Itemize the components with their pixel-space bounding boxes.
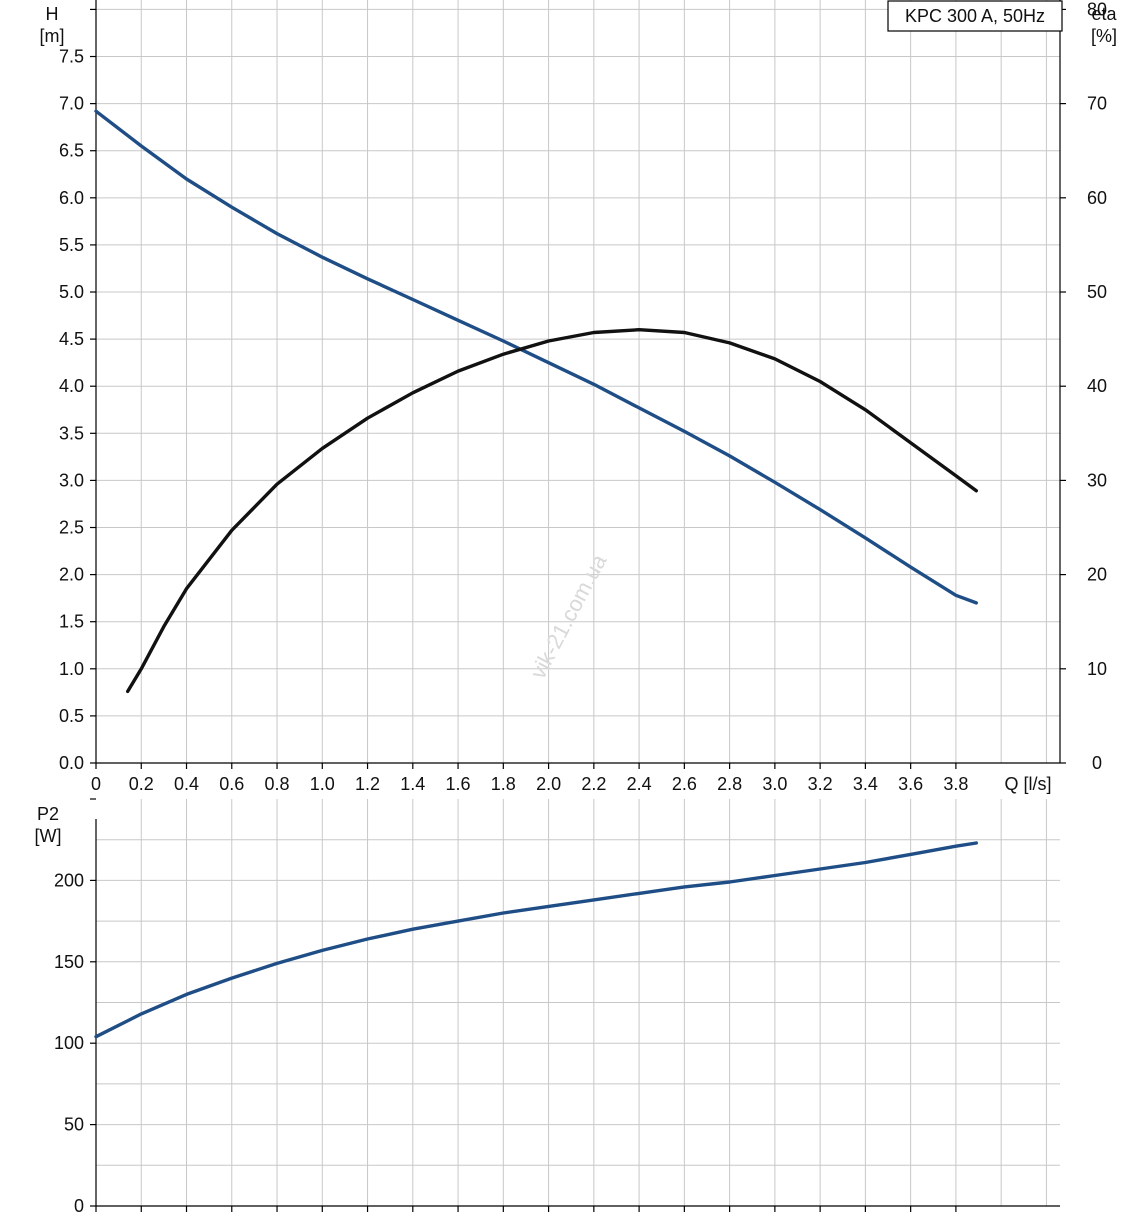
power-curve xyxy=(94,841,978,1039)
y-tick-label: 1.0 xyxy=(59,659,84,679)
x-tick-label: 3.2 xyxy=(808,774,833,794)
y-tick-label: 7.5 xyxy=(59,47,84,67)
y-tick-label: 100 xyxy=(54,1033,84,1053)
y-tick-label: 5.0 xyxy=(59,282,84,302)
y2-tick-label: 30 xyxy=(1087,470,1107,490)
watermark: vik-21.com.ua xyxy=(525,549,612,682)
x-tick-label: 0.6 xyxy=(219,774,244,794)
title-box: KPC 300 A, 50Hz xyxy=(887,0,1063,32)
x-tick-label: 1.4 xyxy=(400,774,425,794)
bottom-plot-grid xyxy=(96,799,1060,1206)
x-axis-title: Q [l/s] xyxy=(1004,774,1051,794)
y-tick-label: 150 xyxy=(54,952,84,972)
y2-tick-label: 20 xyxy=(1087,565,1107,585)
chart-title: KPC 300 A, 50Hz xyxy=(905,6,1045,26)
y-tick-label: 0.0 xyxy=(59,753,84,773)
y-tick-label: 2.0 xyxy=(59,565,84,585)
bottom-plot-axes: 0 50 100 150 200 xyxy=(54,798,1060,1216)
y-tick-label: 0.5 xyxy=(59,706,84,726)
x-tick-label: 0.4 xyxy=(174,774,199,794)
y2-tick-label: 80 xyxy=(1087,0,1107,19)
y-tick-label: 5.5 xyxy=(59,235,84,255)
y-tick-label: 1.5 xyxy=(59,612,84,632)
x-tick-label: 0.2 xyxy=(129,774,154,794)
y-axis-title: H xyxy=(46,4,59,24)
y2-tick-label: 50 xyxy=(1087,282,1107,302)
y-tick-label: 6.5 xyxy=(59,141,84,161)
top-plot-axes: 0 0.2 0.4 0.6 0.8 1.0 1.2 1.4 1.6 1.8 2.0 2.2 2.4 2.6… xyxy=(59,0,1107,794)
x-tick-label: 0.8 xyxy=(265,774,290,794)
y2-tick-label: 10 xyxy=(1087,659,1107,679)
x-tick-label: 2.4 xyxy=(627,774,652,794)
x-tick-label: 0 xyxy=(91,774,101,794)
axis-labels: H[m] eta[%] P2[W] Q [l/s] xyxy=(35,4,1118,846)
top-plot-grid xyxy=(96,0,1060,763)
y-tick-label: 4.0 xyxy=(59,376,84,396)
y2-tick-label: 60 xyxy=(1087,188,1107,208)
x-tick-label: 1.0 xyxy=(310,774,335,794)
x-tick-label: 3.8 xyxy=(943,774,968,794)
x-tick-label: 3.6 xyxy=(898,774,923,794)
y-tick-label: 3.0 xyxy=(59,470,84,490)
y2-axis-title: eta xyxy=(1091,4,1117,24)
x-tick-label: 1.2 xyxy=(355,774,380,794)
x-tick-label: 1.8 xyxy=(491,774,516,794)
x-tick-label: 1.6 xyxy=(446,774,471,794)
bottom-plot-curves xyxy=(94,841,978,1039)
y2-tick-label: 70 xyxy=(1087,94,1107,114)
x-tick-label: 2.8 xyxy=(717,774,742,794)
head-curve xyxy=(94,109,978,605)
top-plot-curves xyxy=(94,109,978,694)
y-axis-title: [m] xyxy=(40,26,65,46)
x-tick-label: 2.6 xyxy=(672,774,697,794)
y-tick-label: 4.5 xyxy=(59,329,84,349)
y2-tick-label: 40 xyxy=(1087,376,1107,396)
x-tick-label: 2.0 xyxy=(536,774,561,794)
efficiency-curve xyxy=(126,328,978,694)
y-tick-label: 0 xyxy=(74,1196,84,1216)
x-tick-label: 2.2 xyxy=(581,774,606,794)
y-tick-label: 3.5 xyxy=(59,423,84,443)
y-tick-label: 6.0 xyxy=(59,188,84,208)
y-tick-label: 2.5 xyxy=(59,518,84,538)
y-axis-title: P2 xyxy=(37,804,59,824)
y-axis-title: [W] xyxy=(35,826,62,846)
y-tick-label: 7.0 xyxy=(59,94,84,114)
x-tick-label: 3.4 xyxy=(853,774,878,794)
y2-axis-title: [%] xyxy=(1091,26,1117,46)
y-tick-label: 50 xyxy=(64,1115,84,1135)
y-tick-label: 200 xyxy=(54,870,84,890)
y2-tick-label: 0 xyxy=(1092,753,1102,773)
x-tick-label: 3.0 xyxy=(762,774,787,794)
